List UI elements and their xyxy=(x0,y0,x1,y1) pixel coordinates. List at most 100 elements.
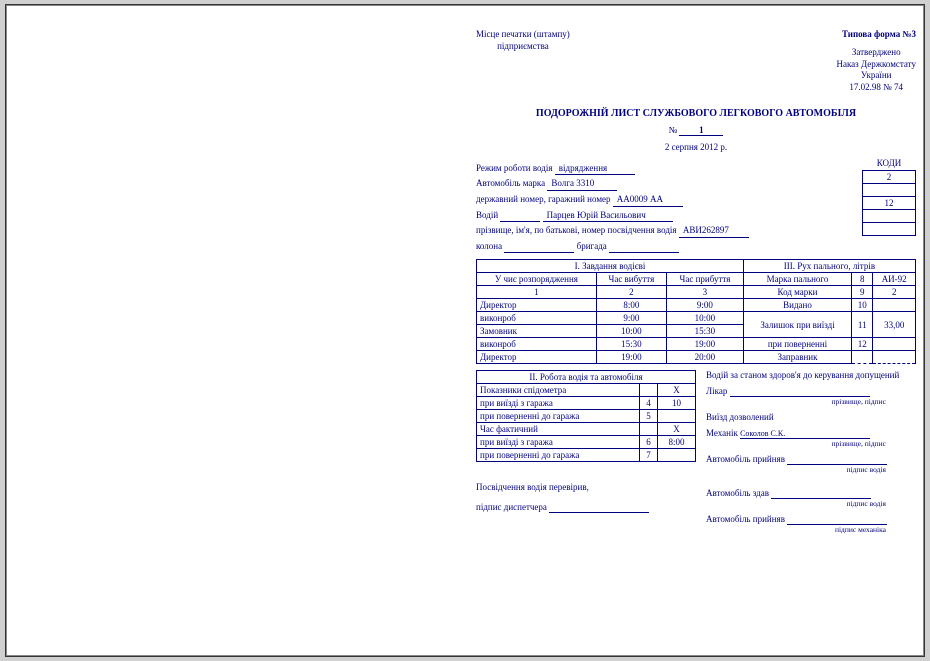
t2r4c: X xyxy=(658,423,696,436)
field-mode: Режим роботи водія відрядження xyxy=(476,162,916,176)
approved-block: Затверджено Наказ Держкомстату України 1… xyxy=(836,47,916,94)
work-table: II. Робота водія та автомобіля Показники… xyxy=(476,370,696,462)
received2-label: Автомобіль прийняв xyxy=(706,514,785,524)
t2r5a: при виїзді з гаража xyxy=(477,436,640,449)
t2r1b xyxy=(640,384,658,397)
header-top-row: Місце печатки (штампу) підприємства Типо… xyxy=(476,29,916,94)
t1r6c5 xyxy=(852,351,873,364)
t1r3c6: 33,00 xyxy=(873,312,916,338)
received2-row: Автомобіль прийняв xyxy=(706,514,916,525)
t1r1c3: 3 xyxy=(666,286,743,299)
t2r4a: Час фактичний xyxy=(477,423,640,436)
t2-h: II. Робота водія та автомобіля xyxy=(477,371,696,384)
approved-1: Затверджено xyxy=(836,47,916,59)
mechanic-label: Механік xyxy=(706,428,738,438)
field-reg: державний номер, гаражний номер АА0009 А… xyxy=(476,193,916,207)
mode-label: Режим роботи водія xyxy=(476,163,552,173)
t1r5c5: 12 xyxy=(852,338,873,351)
t2r1c: X xyxy=(658,384,696,397)
mechanic-row: Механік Соколов С.К. xyxy=(706,428,916,439)
kody-3: 12 xyxy=(862,196,916,210)
dispatcher-row: підпис диспетчера xyxy=(476,502,696,513)
t2r1a: Показники спідометра xyxy=(477,384,640,397)
t1-c4: Марка пального xyxy=(743,273,851,286)
t2r6b: 7 xyxy=(640,449,658,462)
stamp-line2: підприємства xyxy=(476,41,570,53)
received-sig xyxy=(787,454,887,465)
t1r1c2: 2 xyxy=(596,286,666,299)
num-value: 1 xyxy=(679,125,723,136)
t1r1c6: 2 xyxy=(873,286,916,299)
field-driver: Водій Парцев Юрій Васильович xyxy=(476,209,916,223)
t2r4b xyxy=(640,423,658,436)
returned-row: Автомобіль здав xyxy=(706,488,916,499)
t2r3c xyxy=(658,410,696,423)
num-label: № xyxy=(669,125,678,135)
t1r2c5: 10 xyxy=(852,299,873,312)
t1r4c2: 10:00 xyxy=(596,325,666,338)
lower-left: II. Робота водія та автомобіля Показники… xyxy=(476,370,696,474)
kody-1: 2 xyxy=(862,170,916,184)
document-date: 2 серпня 2012 р. xyxy=(476,142,916,152)
driver-label: Водій xyxy=(476,210,498,220)
t1r1c4: Код марки xyxy=(743,286,851,299)
mode-value: відрядження xyxy=(555,162,635,176)
stamp-line1: Місце печатки (штампу) xyxy=(476,29,570,41)
t1r6c1: Директор xyxy=(477,351,597,364)
t2r3b: 5 xyxy=(640,410,658,423)
approved-2: Наказ Держкомстату xyxy=(836,59,916,71)
approved-3: України xyxy=(836,70,916,82)
approved-4: 17.02.98 № 74 xyxy=(836,82,916,94)
t2r3a: при поверненні до гаража xyxy=(477,410,640,423)
surname-value: АВИ262897 xyxy=(679,224,749,238)
lower-right: Водій за станом здоров'я до керування до… xyxy=(706,370,916,474)
field-column-brigade: колона бригада xyxy=(476,240,916,254)
form-approved-block: Типова форма №3 Затверджено Наказ Держко… xyxy=(836,29,916,94)
t2r2b: 4 xyxy=(640,397,658,410)
t1r4c1: Замовник xyxy=(477,325,597,338)
received2-sm: підпис механіка xyxy=(706,525,916,534)
fields-block: КОДИ 2 12 Режим роботи водія відрядження… xyxy=(476,162,916,254)
form-number: Типова форма №3 xyxy=(836,29,916,39)
kody-box: КОДИ 2 12 xyxy=(862,158,916,235)
reg-label: державний номер, гаражний номер xyxy=(476,194,611,204)
task-fuel-table: I. Завдання водієві III. Рух пального, л… xyxy=(476,259,916,364)
t1r5c3: 19:00 xyxy=(666,338,743,351)
doctor-label: Лікар xyxy=(706,386,727,396)
t1r2c1: Директор xyxy=(477,299,597,312)
received-row: Автомобіль прийняв xyxy=(706,454,916,465)
kody-2 xyxy=(862,183,916,197)
returned-label: Автомобіль здав xyxy=(706,488,769,498)
t1r3c1: виконроб xyxy=(477,312,597,325)
received2-sig xyxy=(787,514,887,525)
document-number-row: № 1 xyxy=(476,125,916,136)
t1r3c4: Залишок при виїзді xyxy=(743,312,851,338)
t2r5b: 6 xyxy=(640,436,658,449)
t1r2c6 xyxy=(873,299,916,312)
t1-c2: Час вибуття xyxy=(596,273,666,286)
t1r3c2: 9:00 xyxy=(596,312,666,325)
t1-c6: АИ-92 xyxy=(873,273,916,286)
t1r2c4: Видано xyxy=(743,299,851,312)
doctor-sm: прізвище, підпис xyxy=(706,397,916,406)
brigade-value xyxy=(609,240,679,254)
dispatcher-label: підпис диспетчера xyxy=(476,502,547,512)
bottom-left: Посвідчення водія перевірив, підпис дисп… xyxy=(476,482,696,534)
allowed-text: Виїзд дозволений xyxy=(706,412,916,422)
t1r5c1: виконроб xyxy=(477,338,597,351)
field-surname: прізвище, ім'я, по батькові, номер посві… xyxy=(476,224,916,238)
driver-value: Парцев Юрій Васильович xyxy=(543,209,673,223)
document-page: Місце печатки (штампу) підприємства Типо… xyxy=(5,4,925,657)
t1r5c2: 15:30 xyxy=(596,338,666,351)
t1r6c3: 20:00 xyxy=(666,351,743,364)
t1r5c4: при поверненні xyxy=(743,338,851,351)
document-title: ПОДОРОЖНІЙ ЛИСТ СЛУЖБОВОГО ЛЕГКОВОГО АВТ… xyxy=(476,108,916,119)
surname-label: прізвище, ім'я, по батькові, номер посві… xyxy=(476,225,677,235)
stamp-placeholder: Місце печатки (штампу) підприємства xyxy=(476,29,570,94)
t1r2c2: 8:00 xyxy=(596,299,666,312)
t1-c1: У чиє розпорядження xyxy=(477,273,597,286)
t1-h1: I. Завдання водієві xyxy=(477,260,744,273)
kody-title: КОДИ xyxy=(862,158,916,168)
t1r3c5: 11 xyxy=(852,312,873,338)
t1r4c3: 15:30 xyxy=(666,325,743,338)
